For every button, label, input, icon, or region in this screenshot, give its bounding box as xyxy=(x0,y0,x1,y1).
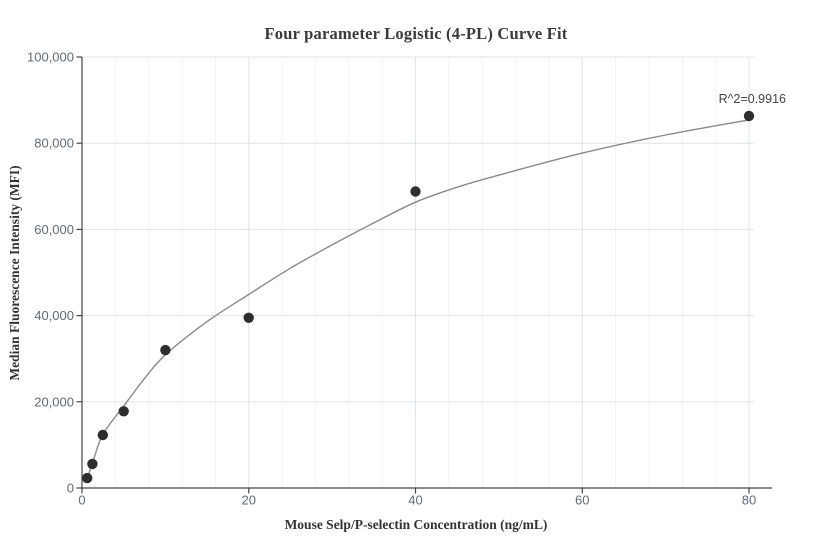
data-point xyxy=(160,344,171,356)
y-axis-title: Median Fluorescence Intensity (MFI) xyxy=(7,165,22,381)
data-point xyxy=(97,429,109,441)
x-tick-label: 20 xyxy=(242,493,256,508)
y-tick-label: 100,000 xyxy=(27,50,74,65)
data-point xyxy=(118,406,129,417)
data-point xyxy=(743,110,755,122)
y-tick-label: 40,000 xyxy=(34,308,74,323)
x-tick-label: 80 xyxy=(742,493,756,508)
axis-lines xyxy=(81,57,772,489)
data-point xyxy=(243,312,254,323)
x-tick-label: 60 xyxy=(575,493,589,508)
chart-title: Four parameter Logistic (4-PL) Curve Fit xyxy=(264,24,568,43)
x-tick-label: 40 xyxy=(408,493,422,508)
data-point xyxy=(87,458,98,470)
data-point xyxy=(82,472,93,484)
r-squared-annotation: R^2=0.9916 xyxy=(718,92,786,106)
y-tick-label: 20,000 xyxy=(34,394,74,409)
x-axis-title: Mouse Selp/P-selectin Concentration (ng/… xyxy=(284,517,548,532)
y-tick-label: 80,000 xyxy=(34,136,74,151)
data-point xyxy=(410,186,421,197)
y-tick-label: 0 xyxy=(67,481,74,496)
y-tick-label: 60,000 xyxy=(34,222,74,237)
fit-curve-line xyxy=(86,119,750,479)
x-tick-label: 0 xyxy=(78,493,85,508)
